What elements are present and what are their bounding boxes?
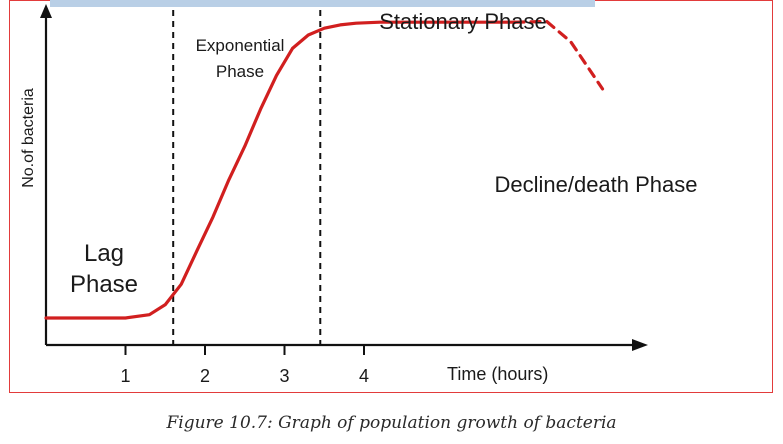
x-tick-label-1: 1: [120, 366, 130, 386]
top-band: [50, 0, 595, 7]
x-axis-arrow: [632, 339, 648, 351]
decline-phase-label: Decline/death Phase: [494, 172, 697, 197]
y-axis-label: No.of bacteria: [20, 88, 37, 188]
growth-curve-solid: [44, 20, 517, 320]
stationary-phase-label: Stationary Phase: [379, 9, 547, 34]
figure-caption: Figure 10.7: Graph of population growth …: [166, 413, 617, 433]
exponential-phase-label-2: Phase: [216, 62, 264, 81]
x-tick-label-4: 4: [359, 366, 369, 386]
x-axis-label: Time (hours): [447, 364, 548, 384]
exponential-phase-label-1: Exponential: [196, 36, 285, 55]
x-tick-label-2: 2: [200, 366, 210, 386]
y-axis-arrow: [40, 4, 52, 18]
x-ticks: 1 2 3 4: [120, 344, 369, 386]
growth-chart: 1 2 3 4 No.of bacteria Time (hours) Lag Pha…: [20, 4, 698, 386]
chart-axes: [40, 4, 648, 351]
phase-boundaries: [172, 10, 322, 345]
x-tick-label-3: 3: [279, 366, 289, 386]
growth-curve: [44, 19, 605, 320]
lag-phase-label-2: Phase: [70, 271, 138, 298]
lag-phase-label-1: Lag: [84, 240, 124, 267]
decline-curve-dashed: [513, 19, 605, 91]
